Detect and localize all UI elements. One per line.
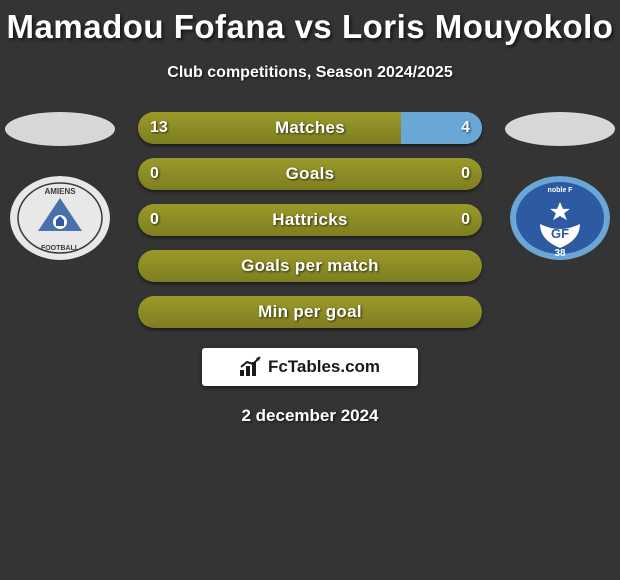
svg-text:GF: GF (551, 226, 569, 241)
stat-value-left: 0 (150, 158, 159, 190)
date-text: 2 december 2024 (0, 406, 620, 426)
stat-value-left: 0 (150, 204, 159, 236)
watermark-text: FcTables.com (268, 357, 380, 377)
svg-text:AMIENS: AMIENS (44, 187, 76, 196)
watermark-badge: FcTables.com (202, 348, 418, 386)
player-left-avatar (5, 112, 115, 146)
stat-bars: Matches134Goals00Hattricks00Goals per ma… (138, 112, 482, 328)
svg-text:noble F: noble F (548, 187, 574, 194)
subtitle: Club competitions, Season 2024/2025 (0, 64, 620, 82)
svg-text:38: 38 (554, 248, 566, 259)
stat-label: Goals (138, 158, 482, 190)
player-right-club-badge: noble F GF 38 (510, 176, 610, 260)
comparison-chart: AMIENS FOOTBALL noble F GF 38 Matches13 4… (0, 112, 620, 328)
stat-label: Min per goal (138, 296, 482, 328)
player-left-club-badge: AMIENS FOOTBALL (10, 176, 110, 260)
stat-value-right: 0 (461, 158, 470, 190)
stat-label: Goals per match (138, 250, 482, 282)
stat-bar-goals-per-match: Goals per match (138, 250, 482, 282)
player-right-avatar (505, 112, 615, 146)
stat-value-right: 4 (461, 112, 470, 144)
stat-label: Hattricks (138, 204, 482, 236)
player-left-slot: AMIENS FOOTBALL (5, 112, 115, 260)
page-title: Mamadou Fofana vs Loris Mouyokolo (0, 0, 620, 46)
stat-label: Matches (138, 112, 482, 144)
stat-value-left: 13 (150, 112, 168, 144)
stat-bar-matches: Matches13 4 (138, 112, 482, 144)
stat-value-right: 0 (461, 204, 470, 236)
stat-bar-goals: Goals0 0 (138, 158, 482, 190)
chart-icon (240, 356, 262, 378)
stat-bar-hattricks: Hattricks0 0 (138, 204, 482, 236)
stat-bar-min-per-goal: Min per goal (138, 296, 482, 328)
player-right-slot: noble F GF 38 (505, 112, 615, 260)
svg-text:FOOTBALL: FOOTBALL (41, 245, 80, 252)
